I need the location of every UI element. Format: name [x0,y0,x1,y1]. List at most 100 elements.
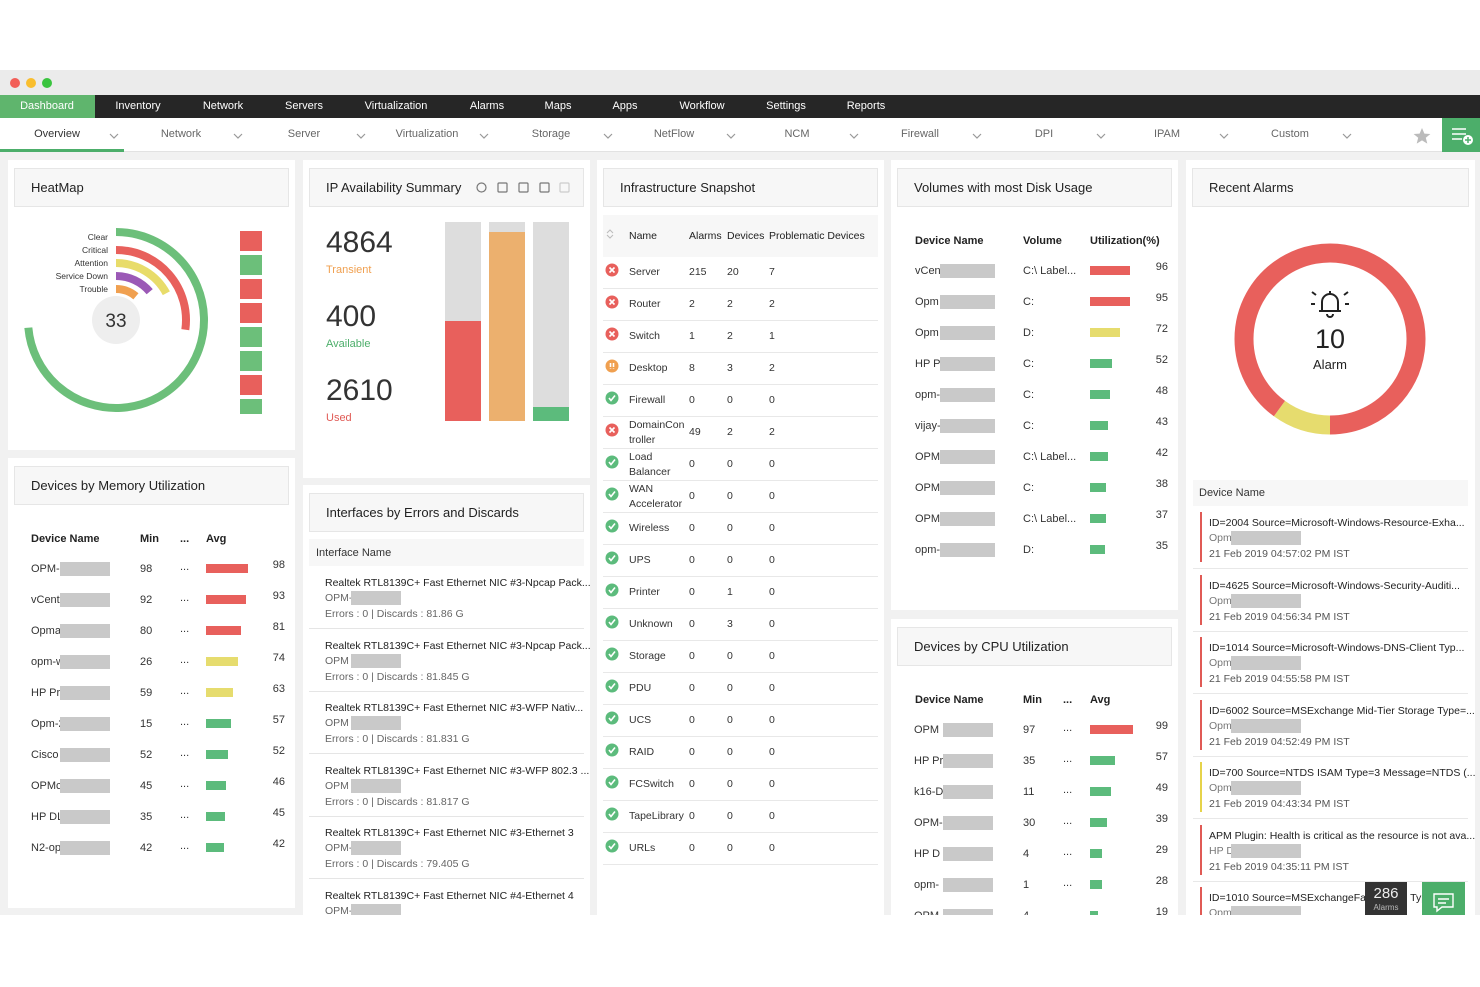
more-value: ... [180,592,190,604]
redacted-text [351,591,401,605]
cell-problematic: 0 [767,608,878,641]
status-icon [605,775,619,789]
subnav-tab[interactable]: Firewall [901,128,939,140]
min-value: 52 [140,749,153,761]
interface-name: Realtek RTL8139C+ Fast Ethernet NIC #3-N… [325,577,590,589]
nav-tab[interactable]: Inventory [115,100,161,112]
more-value: ... [180,747,190,759]
panel-title: Devices by Memory Utilization [31,478,206,493]
row-divider [309,878,584,879]
status-glyph [605,487,619,501]
subnav-tab[interactable]: Server [287,128,321,140]
more-value: ... [180,840,190,852]
subnav-tab[interactable]: Overview [34,128,80,140]
subnav-tab[interactable]: NCM [784,128,810,140]
cell-problematic: 0 [767,832,878,865]
status-icon [605,711,619,725]
interface-name: Realtek RTL8139C+ Fast Ethernet NIC #3-E… [325,827,574,839]
status-mark [608,587,616,594]
device-name: Opm [915,327,939,339]
nav-tab[interactable]: Virtualization [364,100,428,112]
cell-problematic: 7 [767,257,878,289]
redacted-text [1231,906,1301,915]
status-cell [603,416,627,449]
table-row: PDU 0 0 0 [603,672,878,705]
redacted-text [60,562,110,576]
panel: Volumes with most Disk Usage Device Name V… [891,160,1178,610]
subnav-tab[interactable]: DPI [1034,128,1054,140]
maximize-dot[interactable] [42,78,52,88]
redacted-text [940,264,995,278]
cell-problematic: 2 [767,352,878,385]
panel-header: Interfaces by Errors and Discards [309,493,584,532]
cell-name: Server [627,257,687,289]
device-name: OPM [325,779,349,792]
status-cell [603,576,627,609]
status-mark [608,779,616,786]
nav-tab[interactable]: Alarms [469,100,505,112]
interface-stats: Errors : 0 | Discards : 81.86 G [325,608,464,620]
toolbar-icon [518,182,529,193]
cell-devices: 0 [725,768,767,801]
nav-tab[interactable]: Reports [846,100,886,112]
nav-tab[interactable]: Workflow [679,100,725,112]
nav-tab[interactable]: Maps [544,100,572,112]
subnav-tab[interactable]: NetFlow [653,128,695,140]
device-count: 33 [105,311,126,332]
dropdown-chevron [972,133,982,139]
legend-label: Trouble [79,284,108,294]
panel-header: Recent Alarms [1192,168,1469,207]
cell-problematic: 0 [767,672,878,705]
subnav-tab[interactable]: Network [160,128,202,140]
close-dot[interactable] [10,78,20,88]
alarm-device: Opm [1209,594,1232,607]
bar-segment [489,222,525,232]
nav-tab[interactable]: Servers [285,100,323,112]
cell-devices: 2 [725,416,767,449]
add-widget-button[interactable] [1442,118,1480,152]
favorite-star[interactable] [1412,126,1432,146]
volume-name: C:\ Label... [1023,451,1077,463]
redacted-text [60,624,110,638]
status-icon [605,743,619,757]
cell-alarms: 0 [687,800,725,833]
status-cell [603,672,627,705]
device-name: Opma [31,625,61,637]
status-cell [603,736,627,769]
status-mark [608,491,616,498]
panel-title: IP Availability Summary [326,180,462,195]
stat-value: 4864 [326,226,393,259]
cell-devices: 0 [725,672,767,705]
utilization-bar [1090,514,1106,523]
subnav-tab[interactable]: Storage [531,128,571,140]
redacted-text [940,326,995,340]
alarm-badge[interactable]: 286 Alarms [1365,882,1407,915]
panel-header: Devices by CPU Utilization [897,627,1172,666]
row-divider [1193,880,1468,882]
status-cell [603,640,627,673]
cell-name: PDU [627,672,687,705]
utilization-value: 42 [1155,447,1168,459]
legend-label: Attention [74,258,108,268]
chat-button[interactable] [1422,882,1465,915]
redacted-text [1231,781,1301,795]
subnav-tab[interactable]: Virtualization [395,128,459,140]
legend-label: Service Down [56,271,109,281]
cell-name: Switch [627,320,687,353]
alarm-count: 10 [1315,324,1345,354]
nav-tab[interactable]: Network [202,100,244,112]
severity-bar [1200,574,1202,625]
utilization-value: 38 [1155,478,1168,490]
redacted-text [1231,531,1301,545]
subnav-tab[interactable]: Custom [1271,128,1309,140]
minimize-dot[interactable] [26,78,36,88]
volume-name: D: [1023,327,1034,339]
cell-devices: 0 [725,512,767,545]
subnav-tab[interactable]: IPAM [1153,128,1181,140]
nav-tab[interactable]: Apps [612,100,638,112]
nav-tab[interactable]: Settings [766,100,806,112]
heatmap-cell [240,399,262,414]
nav-tab[interactable]: Dashboard [20,100,74,112]
chevron-shape [356,133,366,139]
min-value: 4 [1023,848,1030,860]
